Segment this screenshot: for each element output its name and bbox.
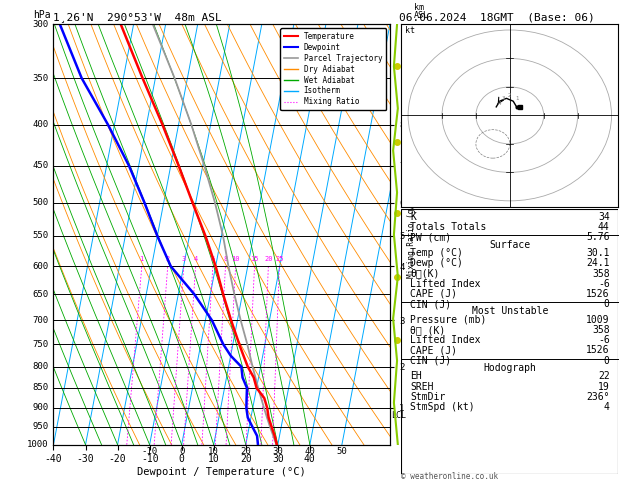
Text: 358: 358: [592, 325, 610, 335]
Text: hPa: hPa: [33, 10, 51, 20]
Text: 500: 500: [32, 198, 48, 207]
Text: 22: 22: [598, 371, 610, 382]
Text: 20: 20: [264, 256, 272, 262]
Text: 1526: 1526: [586, 346, 610, 355]
Text: 1000: 1000: [27, 440, 48, 449]
Text: 1¸26'N  290°53'W  48m ASL: 1¸26'N 290°53'W 48m ASL: [53, 12, 222, 22]
Text: 0: 0: [179, 447, 184, 456]
Text: Temp (°C): Temp (°C): [410, 248, 463, 258]
Text: 19: 19: [598, 382, 610, 392]
Text: 750: 750: [32, 340, 48, 349]
Text: -6: -6: [598, 335, 610, 345]
Text: 2: 2: [165, 256, 170, 262]
Text: 20: 20: [240, 447, 251, 456]
Text: 44: 44: [598, 222, 610, 232]
Text: 24.1: 24.1: [586, 259, 610, 268]
Text: θᴇ (K): θᴇ (K): [410, 325, 445, 335]
Text: 3: 3: [182, 256, 186, 262]
X-axis label: Dewpoint / Temperature (°C): Dewpoint / Temperature (°C): [137, 467, 306, 477]
Text: Lifted Index: Lifted Index: [410, 279, 481, 289]
Text: 4: 4: [604, 402, 610, 412]
Text: 850: 850: [32, 383, 48, 392]
Text: 40: 40: [304, 447, 315, 456]
Text: 350: 350: [32, 73, 48, 83]
Text: Most Unstable: Most Unstable: [472, 306, 548, 316]
Text: 4: 4: [498, 102, 501, 106]
Y-axis label: Mixing Ratio (g/kg): Mixing Ratio (g/kg): [407, 191, 416, 278]
Text: EH: EH: [410, 371, 421, 382]
Text: 8: 8: [223, 256, 228, 262]
Text: 550: 550: [32, 231, 48, 241]
Text: -6: -6: [598, 279, 610, 289]
Text: 15: 15: [250, 256, 259, 262]
Text: 10: 10: [208, 447, 219, 456]
Text: 450: 450: [32, 161, 48, 171]
Text: 950: 950: [32, 422, 48, 431]
Text: 3: 3: [501, 96, 505, 101]
Text: 1: 1: [140, 256, 144, 262]
Text: CAPE (J): CAPE (J): [410, 346, 457, 355]
Text: 30: 30: [272, 447, 283, 456]
Text: 5.76: 5.76: [586, 232, 610, 243]
Text: SREH: SREH: [410, 382, 433, 392]
Text: 0: 0: [604, 299, 610, 309]
Text: 650: 650: [32, 290, 48, 299]
Text: Hodograph: Hodograph: [483, 363, 537, 373]
Text: 300: 300: [32, 20, 48, 29]
Text: 900: 900: [32, 403, 48, 413]
Text: 236°: 236°: [586, 392, 610, 402]
Text: 700: 700: [32, 315, 48, 325]
Text: 800: 800: [32, 362, 48, 371]
Text: 50: 50: [337, 447, 347, 456]
Text: 25: 25: [275, 256, 284, 262]
Text: StmSpd (kt): StmSpd (kt): [410, 402, 475, 412]
Text: 1009: 1009: [586, 315, 610, 325]
Text: 0: 0: [604, 356, 610, 365]
Text: 1: 1: [515, 96, 518, 101]
Text: 400: 400: [32, 120, 48, 129]
Text: 2: 2: [508, 93, 511, 98]
Text: 1526: 1526: [586, 289, 610, 299]
Text: Dewp (°C): Dewp (°C): [410, 259, 463, 268]
Text: LCL: LCL: [391, 411, 406, 420]
Text: -10: -10: [142, 447, 158, 456]
Legend: Temperature, Dewpoint, Parcel Trajectory, Dry Adiabat, Wet Adiabat, Isotherm, Mi: Temperature, Dewpoint, Parcel Trajectory…: [280, 28, 386, 110]
Text: Lifted Index: Lifted Index: [410, 335, 481, 345]
Text: 30.1: 30.1: [586, 248, 610, 258]
Text: K: K: [410, 212, 416, 222]
Text: CIN (J): CIN (J): [410, 299, 451, 309]
Text: θᴇ(K): θᴇ(K): [410, 269, 440, 278]
Text: CIN (J): CIN (J): [410, 356, 451, 365]
Text: 06.06.2024  18GMT  (Base: 06): 06.06.2024 18GMT (Base: 06): [399, 12, 595, 22]
Text: 10: 10: [231, 256, 240, 262]
Text: 6: 6: [211, 256, 215, 262]
Text: 4: 4: [194, 256, 198, 262]
Text: © weatheronline.co.uk: © weatheronline.co.uk: [401, 472, 498, 481]
Text: km
ASL: km ASL: [413, 3, 428, 20]
Text: StmDir: StmDir: [410, 392, 445, 402]
Text: Pressure (mb): Pressure (mb): [410, 315, 486, 325]
Text: CAPE (J): CAPE (J): [410, 289, 457, 299]
Text: Totals Totals: Totals Totals: [410, 222, 486, 232]
Text: PW (cm): PW (cm): [410, 232, 451, 243]
Text: 34: 34: [598, 212, 610, 222]
Text: Surface: Surface: [489, 240, 530, 249]
Text: kt: kt: [404, 26, 415, 35]
Text: 358: 358: [592, 269, 610, 278]
Text: 600: 600: [32, 262, 48, 271]
